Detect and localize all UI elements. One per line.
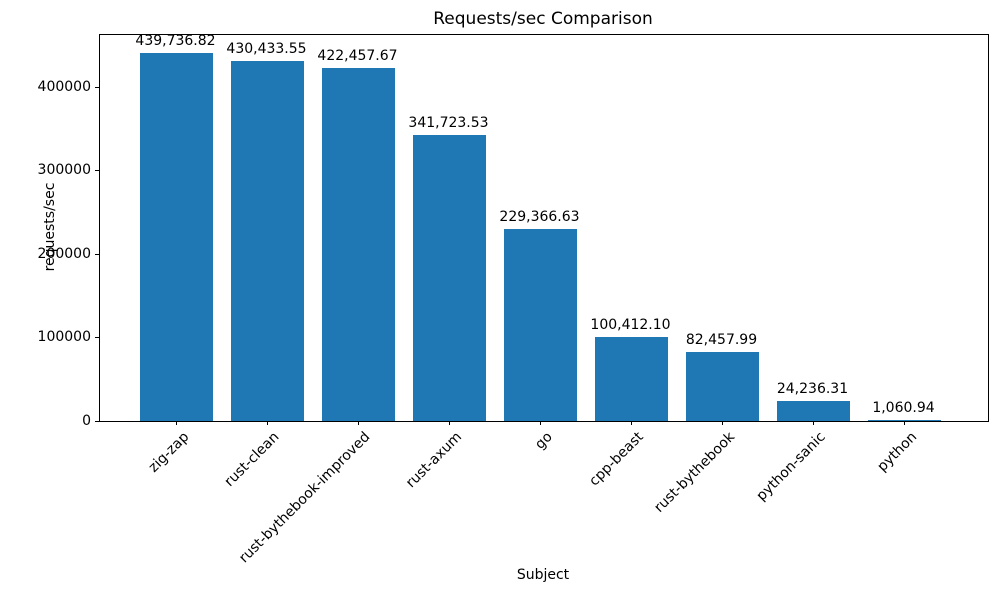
bar-value-label: 422,457.67	[317, 48, 398, 64]
bar-rust-clean	[231, 61, 304, 421]
y-tick-mark	[95, 421, 99, 422]
x-axis-label: Subject	[516, 567, 570, 583]
x-tick-label-cpp-beast: cpp-beast	[586, 429, 647, 490]
chart-title: Requests/sec Comparison	[433, 9, 653, 29]
x-tick-mark	[357, 421, 359, 425]
bar-rust-axum	[413, 135, 486, 421]
y-tick-mark	[95, 337, 99, 338]
x-tick-mark	[721, 421, 723, 425]
x-tick-mark	[539, 421, 541, 425]
bar-python-sanic	[777, 401, 850, 421]
x-tick-label-rust-clean: rust-clean	[221, 429, 283, 490]
bar-value-label: 229,366.63	[499, 209, 580, 225]
y-tick-label: 100000	[37, 329, 91, 345]
x-tick-mark	[903, 421, 905, 425]
bar-rust-bythebook	[686, 352, 759, 421]
y-tick-label: 400000	[37, 79, 91, 95]
y-tick-label: 200000	[37, 246, 91, 262]
y-tick-mark	[95, 87, 99, 88]
x-tick-label-go: go	[532, 429, 556, 453]
bar-value-label: 430,433.55	[226, 41, 307, 57]
bar-value-label: 100,412.10	[590, 317, 671, 333]
x-tick-mark	[630, 421, 632, 425]
y-axis-label: requests/sec	[42, 182, 58, 272]
y-tick-label: 300000	[37, 162, 91, 178]
bar-python	[868, 420, 941, 421]
bar-value-label: 341,723.53	[408, 115, 489, 131]
x-tick-mark	[812, 421, 814, 425]
bar-value-label: 82,457.99	[685, 332, 758, 348]
x-tick-label-zig-zap: zig-zap	[145, 429, 192, 476]
x-tick-label-rust-axum: rust-axum	[402, 429, 465, 492]
x-tick-label-python: python	[873, 429, 920, 475]
plot-area	[99, 34, 989, 422]
bar-value-label: 1,060.94	[872, 400, 935, 416]
bar-zig-zap	[140, 53, 213, 421]
x-tick-mark	[448, 421, 450, 425]
bar-value-label: 24,236.31	[776, 381, 849, 397]
x-tick-label-python-sanic: python-sanic	[753, 429, 829, 505]
x-tick-mark	[175, 421, 177, 425]
y-tick-label: 0	[82, 413, 91, 429]
bar-go	[504, 229, 577, 421]
y-tick-mark	[95, 170, 99, 171]
bar-rust-bythebook-improved	[322, 68, 395, 421]
bar-cpp-beast	[595, 337, 668, 421]
y-tick-mark	[95, 254, 99, 255]
x-tick-label-rust-bythebook: rust-bythebook	[651, 429, 738, 516]
x-tick-mark	[266, 421, 268, 425]
bar-value-label: 439,736.82	[135, 33, 216, 49]
